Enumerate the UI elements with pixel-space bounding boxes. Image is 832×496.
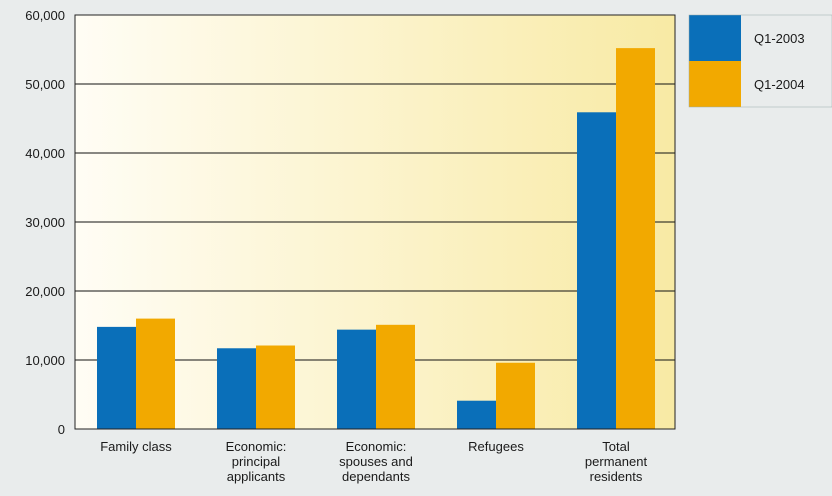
- bar-q1-2004-3: [496, 362, 535, 429]
- legend-label: Q1-2004: [754, 77, 805, 92]
- y-tick-label: 10,000: [25, 353, 65, 368]
- y-tick-label: 30,000: [25, 215, 65, 230]
- y-tick-label: 0: [58, 422, 65, 437]
- x-axis-category-labels: Family class Economic: principal applicants…: [100, 439, 647, 484]
- x-category-label: Family class: [100, 439, 172, 454]
- legend-swatch-q1-2004: [689, 61, 741, 107]
- legend-swatch-q1-2003: [689, 15, 741, 61]
- legend-frame: [688, 14, 832, 108]
- bar-q1-2004-2: [376, 324, 415, 429]
- y-tick-label: 60,000: [25, 8, 65, 23]
- plot-frame: [74, 14, 676, 430]
- legend-label: Q1-2003: [754, 31, 805, 46]
- bar-q1-2004-0: [136, 318, 175, 429]
- y-tick-label: 20,000: [25, 284, 65, 299]
- bar-q1-2003-4: [577, 112, 616, 429]
- y-axis-tick-labels: 0 10,000 20,000 30,000 40,000 50,000 60,000: [25, 8, 65, 437]
- x-category-label: Economic: principal applicants: [226, 439, 287, 484]
- x-category-label: Economic: spouses and dependants: [339, 439, 413, 484]
- bar-q1-2003-0: [97, 326, 136, 429]
- x-category-label: Total permanent residents: [585, 439, 648, 484]
- bars: [97, 48, 655, 430]
- bar-q1-2003-2: [337, 329, 376, 429]
- bar-q1-2003-3: [457, 400, 496, 429]
- bar-q1-2004-4: [616, 48, 655, 430]
- y-tick-label: 50,000: [25, 77, 65, 92]
- bar-q1-2004-1: [256, 345, 295, 429]
- legend: Q1-2003 Q1-2004: [688, 14, 832, 108]
- bar-q1-2003-1: [217, 348, 256, 429]
- y-tick-label: 40,000: [25, 146, 65, 161]
- x-category-label: Refugees: [468, 439, 524, 454]
